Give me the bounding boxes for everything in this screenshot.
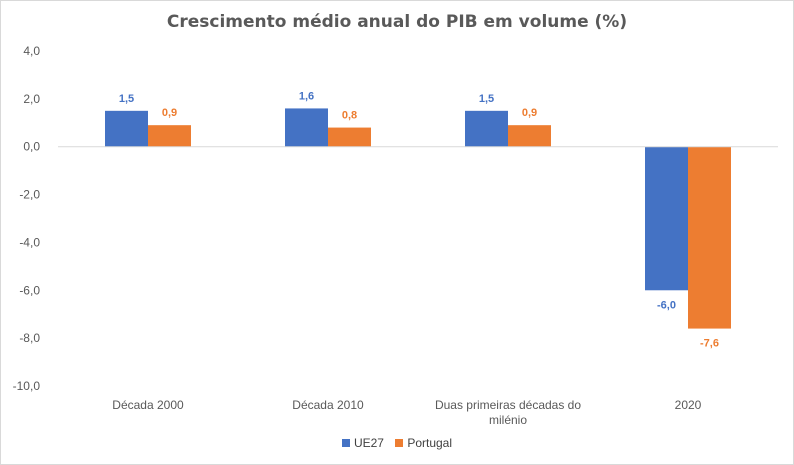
bar-portugal [328, 127, 371, 147]
bar-ue27 [285, 108, 328, 147]
x-tick-label: 2020 [675, 398, 702, 412]
legend-swatch-portugal [395, 439, 404, 447]
y-axis-labels: 4,0 2,0 0,0 -2,0 -4,0 -6,0 -8,0 -10,0 [13, 44, 41, 393]
bars [105, 108, 731, 329]
y-tick-label: -10,0 [13, 379, 41, 393]
x-tick-label: Década 2010 [292, 398, 364, 412]
x-tick-label: Década 2000 [112, 398, 184, 412]
x-tick-label: Duas primeiras décadas do milénio [435, 398, 581, 427]
bar-portugal [688, 146, 731, 329]
bar-ue27 [465, 110, 508, 147]
y-tick-label: 0,0 [23, 140, 40, 154]
x-tick-label-line: 2020 [675, 398, 702, 412]
x-tick-label-line: Duas primeiras décadas do [435, 398, 581, 412]
y-tick-label: 2,0 [23, 92, 40, 106]
legend-item-portugal: Portugal [395, 436, 452, 450]
y-tick-label: -8,0 [19, 331, 40, 345]
chart-title: Crescimento médio anual do PIB em volume… [166, 12, 628, 32]
data-label-portugal: 0,9 [522, 107, 537, 119]
y-tick-label: 4,0 [23, 44, 40, 58]
x-tick-label-line: milénio [489, 413, 527, 427]
data-label-ue27: 1,5 [479, 93, 494, 105]
y-tick-label: -4,0 [19, 235, 40, 249]
data-label-portugal: 0,8 [342, 110, 357, 122]
data-label-ue27: 1,6 [299, 90, 314, 102]
x-axis-labels: Década 2000 Década 2010 Duas primeiras déc… [112, 398, 701, 427]
data-label-ue27: 1,5 [119, 93, 134, 105]
y-tick-label: -2,0 [19, 188, 40, 202]
data-label-ue27: -6,0 [657, 299, 676, 311]
x-tick-label-line: Década 2010 [292, 398, 364, 412]
bar-ue27 [105, 110, 148, 147]
data-labels: 1,5 0,9 1,6 0,8 1,5 0,9 -6,0 -7,6 [119, 90, 719, 349]
bar-portugal [508, 125, 551, 147]
y-tick-label: -6,0 [19, 283, 40, 297]
legend-label-portugal: Portugal [407, 436, 453, 450]
legend-swatch-ue27 [341, 439, 350, 447]
legend: UE27 Portugal [0, 436, 794, 450]
legend-item-ue27: UE27 [341, 436, 384, 450]
data-label-portugal: -7,6 [700, 338, 719, 350]
data-label-portugal: 0,9 [162, 107, 177, 119]
legend-label-ue27: UE27 [353, 436, 384, 450]
x-tick-label-line: Década 2000 [112, 398, 184, 412]
bar-ue27 [645, 146, 688, 291]
bar-portugal [148, 125, 191, 147]
